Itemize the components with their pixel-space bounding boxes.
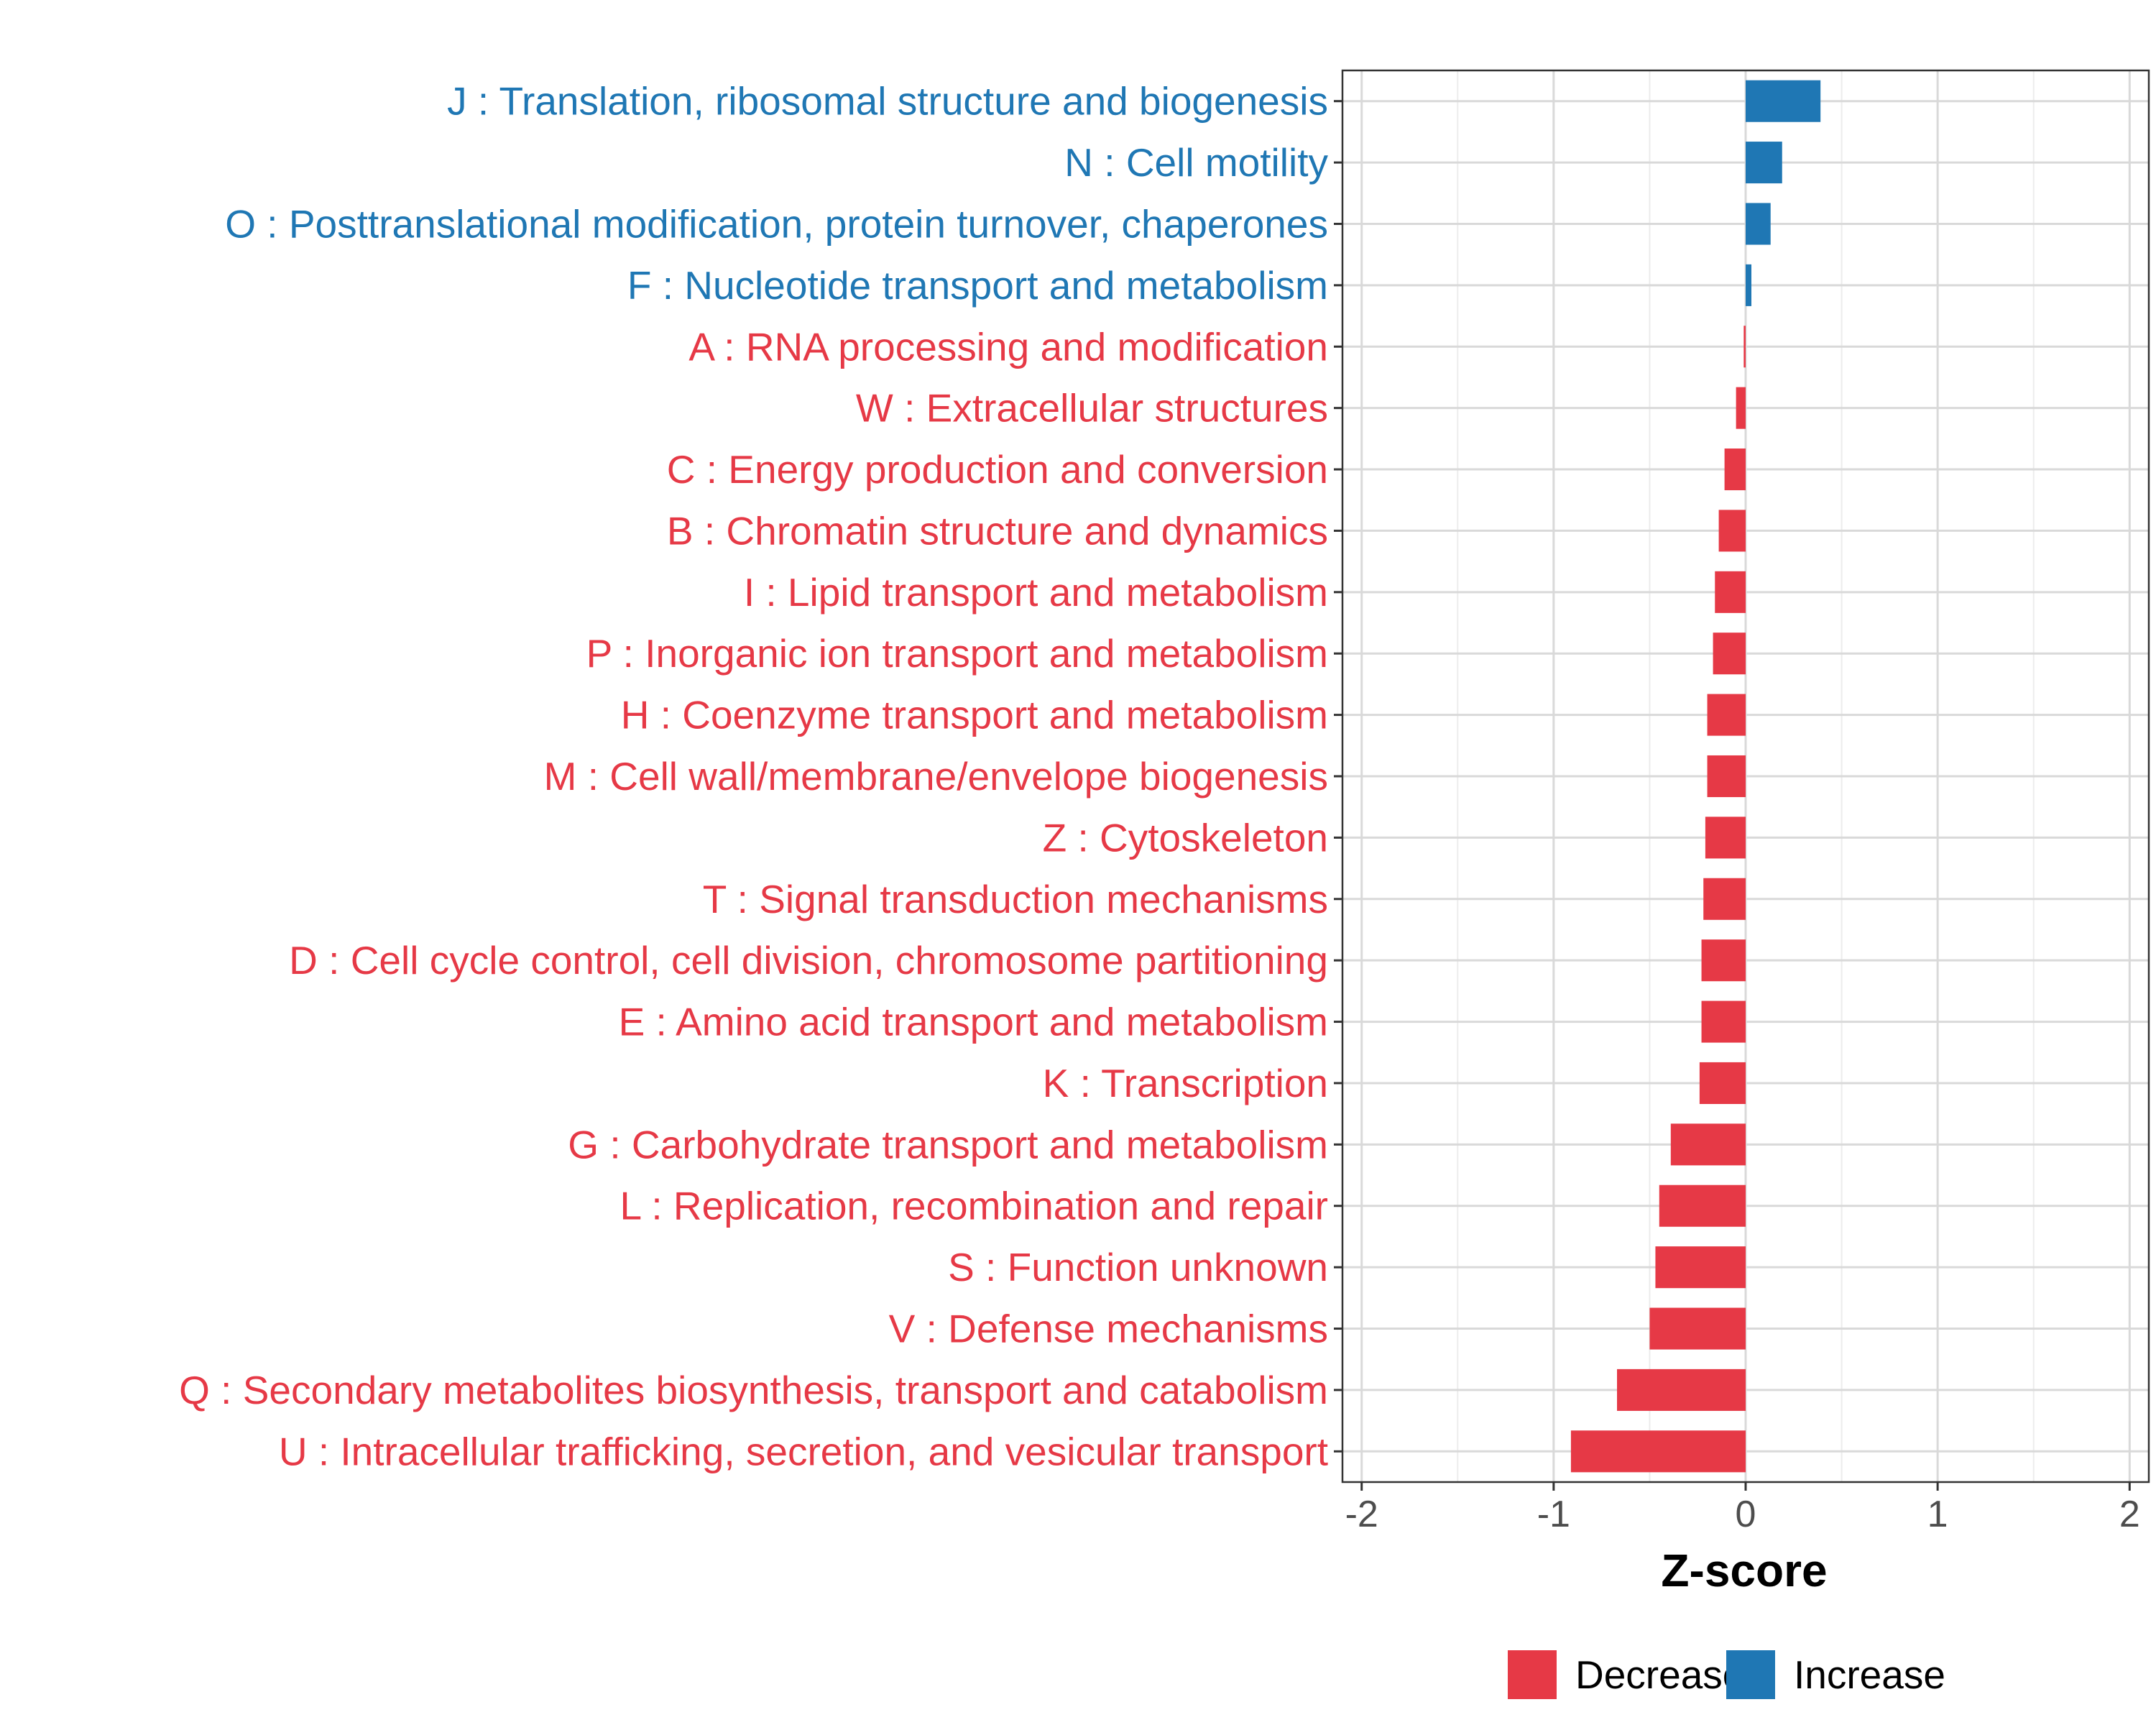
bar — [1743, 326, 1746, 368]
y-tick-label: P : Inorganic ion transport and metaboli… — [586, 631, 1328, 676]
y-tick-label: M : Cell wall/membrane/envelope biogenes… — [544, 754, 1328, 799]
bar — [1701, 1000, 1746, 1043]
y-tick-label: L : Replication, recombination and repai… — [620, 1184, 1328, 1228]
bar — [1649, 1307, 1746, 1350]
y-tick-label: O : Posttranslational modification, prot… — [225, 201, 1328, 246]
x-tick-label: 2 — [2119, 1494, 2140, 1535]
bar — [1707, 694, 1746, 736]
y-tick-label: S : Function unknown — [948, 1245, 1328, 1289]
y-tick-label: A : RNA processing and modification — [688, 324, 1328, 369]
y-tick-label: C : Energy production and conversion — [667, 447, 1328, 492]
y-tick-label: G : Carbohydrate transport and metabolis… — [568, 1122, 1328, 1167]
y-tick-label: E : Amino acid transport and metabolism — [619, 1000, 1328, 1044]
y-tick-label: K : Transcription — [1043, 1061, 1328, 1105]
bar — [1655, 1246, 1746, 1289]
bar — [1659, 1184, 1746, 1227]
bar — [1707, 755, 1746, 798]
x-tick-label: -1 — [1537, 1494, 1570, 1535]
bar — [1703, 878, 1746, 920]
bar — [1736, 387, 1746, 429]
y-tick-label: N : Cell motility — [1064, 140, 1328, 185]
y-tick-label: D : Cell cycle control, cell division, c… — [289, 938, 1328, 983]
y-axis-ticks: J : Translation, ribosomal structure and… — [179, 79, 1342, 1473]
y-tick-label: T : Signal transduction mechanisms — [703, 877, 1328, 921]
bar — [1746, 80, 1821, 122]
legend-swatch — [1726, 1650, 1775, 1699]
x-tick-label: -2 — [1345, 1494, 1378, 1535]
bar — [1570, 1430, 1746, 1473]
y-tick-label: I : Lipid transport and metabolism — [744, 570, 1328, 615]
bar — [1746, 264, 1752, 306]
y-tick-label: J : Translation, ribosomal structure and… — [447, 79, 1328, 124]
bar — [1705, 816, 1746, 859]
bar — [1746, 203, 1771, 245]
bar — [1715, 571, 1746, 613]
y-tick-label: Q : Secondary metabolites biosynthesis, … — [179, 1368, 1328, 1412]
y-tick-label: U : Intracellular trafficking, secretion… — [279, 1429, 1328, 1473]
bar — [1617, 1368, 1746, 1411]
bar — [1718, 510, 1746, 552]
bar — [1701, 939, 1746, 982]
bars — [1570, 80, 1821, 1473]
bar — [1713, 632, 1746, 675]
legend-label: Increase — [1794, 1652, 1945, 1697]
x-axis-title: Z-score — [1661, 1545, 1827, 1596]
legend-swatch — [1508, 1650, 1557, 1699]
bar — [1670, 1123, 1746, 1166]
x-axis: -2 -1 0 1 2 — [1345, 1482, 2140, 1535]
y-tick-label: F : Nucleotide transport and metabolism — [627, 263, 1328, 308]
legend-label: Decrease — [1575, 1652, 1744, 1697]
bar — [1724, 448, 1746, 491]
x-tick-label: 1 — [1927, 1494, 1948, 1535]
y-tick-label: B : Chromatin structure and dynamics — [667, 508, 1328, 553]
legend: Decrease Increase — [1508, 1650, 1945, 1699]
bar — [1699, 1062, 1746, 1104]
y-tick-label: V : Defense mechanisms — [889, 1307, 1328, 1351]
bar — [1746, 142, 1782, 184]
y-tick-label: W : Extracellular structures — [856, 386, 1328, 431]
y-tick-label: Z : Cytoskeleton — [1043, 815, 1328, 860]
y-tick-label: H : Coenzyme transport and metabolism — [621, 693, 1328, 737]
x-tick-label: 0 — [1736, 1494, 1756, 1535]
